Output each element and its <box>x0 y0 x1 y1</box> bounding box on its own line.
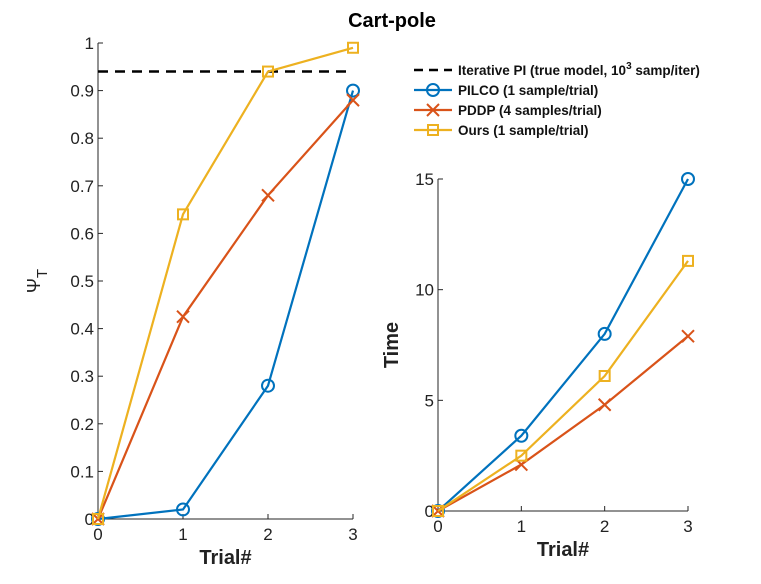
data-point-1-2 <box>597 398 612 412</box>
legend: Iterative PI (true model, 103 samp/iter)… <box>414 61 700 138</box>
series-line-0 <box>97 90 355 521</box>
figure-title: Cart-pole <box>348 10 436 32</box>
data-point-0-1 <box>514 428 529 443</box>
series-line-1 <box>96 99 354 520</box>
legend-label-0: PILCO (1 sample/trial) <box>458 83 598 98</box>
data-point-2-2 <box>598 369 611 382</box>
data-point-2-3 <box>347 41 359 54</box>
data-point-2-1 <box>515 449 528 462</box>
y-tick-label: 5 <box>425 391 434 410</box>
y-tick-label: 15 <box>415 170 434 189</box>
data-point-1-3 <box>681 329 695 343</box>
x-tick-label: 3 <box>683 517 692 536</box>
data-point-2-3 <box>682 254 694 267</box>
series-line-2 <box>96 46 354 520</box>
data-point-0-2 <box>261 378 275 393</box>
series-line-1 <box>437 335 689 512</box>
y-tick-label: 0.7 <box>70 177 94 196</box>
data-point-0-1 <box>176 502 190 517</box>
y-axis-label: ΨT <box>24 269 51 293</box>
data-point-2-1 <box>177 208 189 221</box>
y-tick-label: 0.8 <box>70 129 94 148</box>
y-tick-label: 10 <box>415 281 434 300</box>
x-tick-label: 0 <box>433 517 442 536</box>
y-tick-label: 0.3 <box>70 367 94 386</box>
legend-reference-label: Iterative PI (true model, 103 samp/iter) <box>458 61 700 78</box>
x-tick-label: 3 <box>348 525 357 544</box>
x-tick-label: 1 <box>517 517 526 536</box>
series-line-0 <box>437 178 689 512</box>
right-plot: 0 1 2 3 0 5 10 15 Trial# Time <box>381 170 695 561</box>
series-line-2 <box>437 260 689 512</box>
legend-label-2: Ours (1 sample/trial) <box>458 123 589 138</box>
legend-marker-1 <box>426 103 440 117</box>
y-tick-label: 0 <box>85 510 94 529</box>
x-tick-label: 0 <box>93 525 102 544</box>
data-point-0-3 <box>346 83 360 98</box>
y-axis-label: Time <box>381 322 403 368</box>
data-point-2-0 <box>92 513 104 525</box>
x-tick-label: 2 <box>263 525 272 544</box>
y-tick-label: 0.1 <box>70 462 94 481</box>
data-point-1-3 <box>346 93 360 107</box>
legend-marker-2 <box>427 124 439 136</box>
x-tick-label: 2 <box>600 517 609 536</box>
x-axis-label: Trial# <box>537 539 589 561</box>
y-tick-label: 0.6 <box>70 224 94 243</box>
y-tick-label: 0.9 <box>70 82 94 101</box>
x-axis-label: Trial# <box>199 547 251 569</box>
y-tick-label: 0.4 <box>70 320 94 339</box>
data-point-0-2 <box>597 326 612 341</box>
legend-label-1: PDDP (4 samples/trial) <box>458 103 602 118</box>
x-tick-label: 1 <box>178 525 187 544</box>
y-tick-label: 1 <box>85 34 94 53</box>
y-tick-label: 0.2 <box>70 415 94 434</box>
data-point-2-0 <box>432 505 444 517</box>
y-tick-label: 0 <box>425 502 434 521</box>
data-point-1-1 <box>176 309 190 324</box>
left-plot: 0 1 2 3 0 0.1 0.2 0.3 0.4 0.5 0.6 0.7 0.8 0.9 1 Trial# Ψ… <box>24 34 360 569</box>
data-point-0-3 <box>681 172 695 186</box>
data-point-2-2 <box>262 65 274 78</box>
legend-marker-0 <box>426 83 440 97</box>
data-point-1-2 <box>261 188 275 203</box>
y-tick-label: 0.5 <box>70 272 94 291</box>
